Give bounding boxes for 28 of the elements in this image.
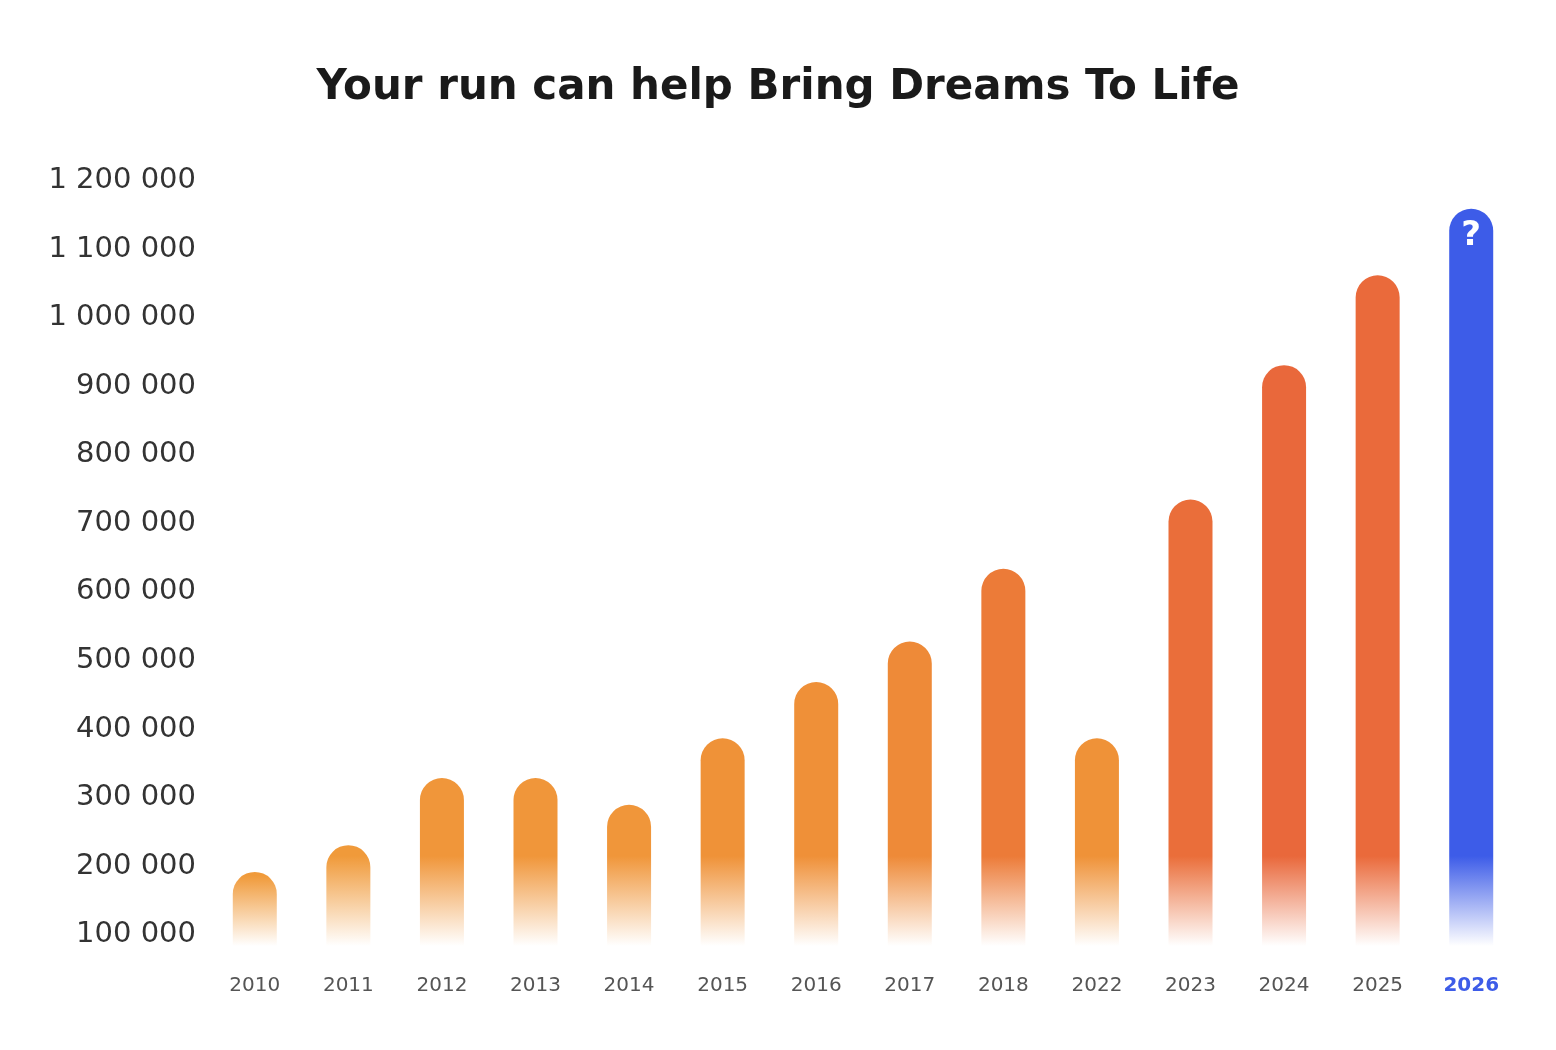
y-tick-label: 1 000 000: [48, 298, 196, 333]
y-tick-label: 800 000: [76, 435, 196, 470]
x-tick-label: 2015: [697, 972, 749, 996]
y-tick-label: 1 200 000: [48, 161, 196, 195]
x-tick-label: 2011: [322, 972, 374, 996]
x-tick-label: 2013: [510, 972, 561, 996]
y-tick-label: 900 000: [76, 366, 196, 401]
y-tick-label: 1 100 000: [48, 229, 196, 264]
y-tick-label: 700 000: [76, 503, 196, 538]
y-tick-label: 400 000: [76, 709, 196, 744]
y-tick-label: 100 000: [76, 915, 196, 950]
annotation: ?: [1461, 212, 1482, 253]
x-tick-label: 2025: [1352, 972, 1404, 996]
y-tick-label: 200 000: [76, 846, 196, 881]
x-tick-label: 2012: [416, 972, 468, 996]
x-tick-label: 2022: [1071, 972, 1123, 996]
y-tick-label: 600 000: [76, 572, 196, 607]
x-tick-label: 2018: [977, 972, 1029, 996]
x-tick-label: 2014: [603, 972, 655, 996]
x-tick-label: 2010: [229, 972, 281, 996]
x-tick-label: 2024: [1258, 972, 1310, 996]
x-tick-label: 2017: [884, 972, 936, 996]
x-tick-label: 2023: [1165, 972, 1216, 996]
chart-title: Your run can help Bring Dreams To Life: [315, 59, 1240, 109]
x-tick-label: 2016: [790, 972, 842, 996]
y-tick-label: 300 000: [76, 778, 196, 813]
y-tick-label: 500 000: [76, 641, 196, 675]
x-tick-label: 2026: [1443, 972, 1500, 996]
